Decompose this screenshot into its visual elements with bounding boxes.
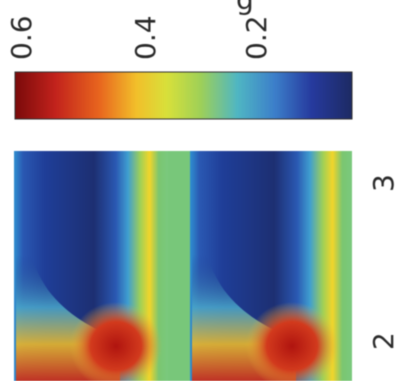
colorbar-fill: [14, 71, 353, 120]
x-tick-2: 2: [367, 332, 400, 350]
band-left: [14, 151, 168, 381]
cut-title-fragment: g: [236, 0, 254, 14]
band-right: [190, 151, 352, 381]
x-tick-3: 3: [367, 174, 400, 192]
